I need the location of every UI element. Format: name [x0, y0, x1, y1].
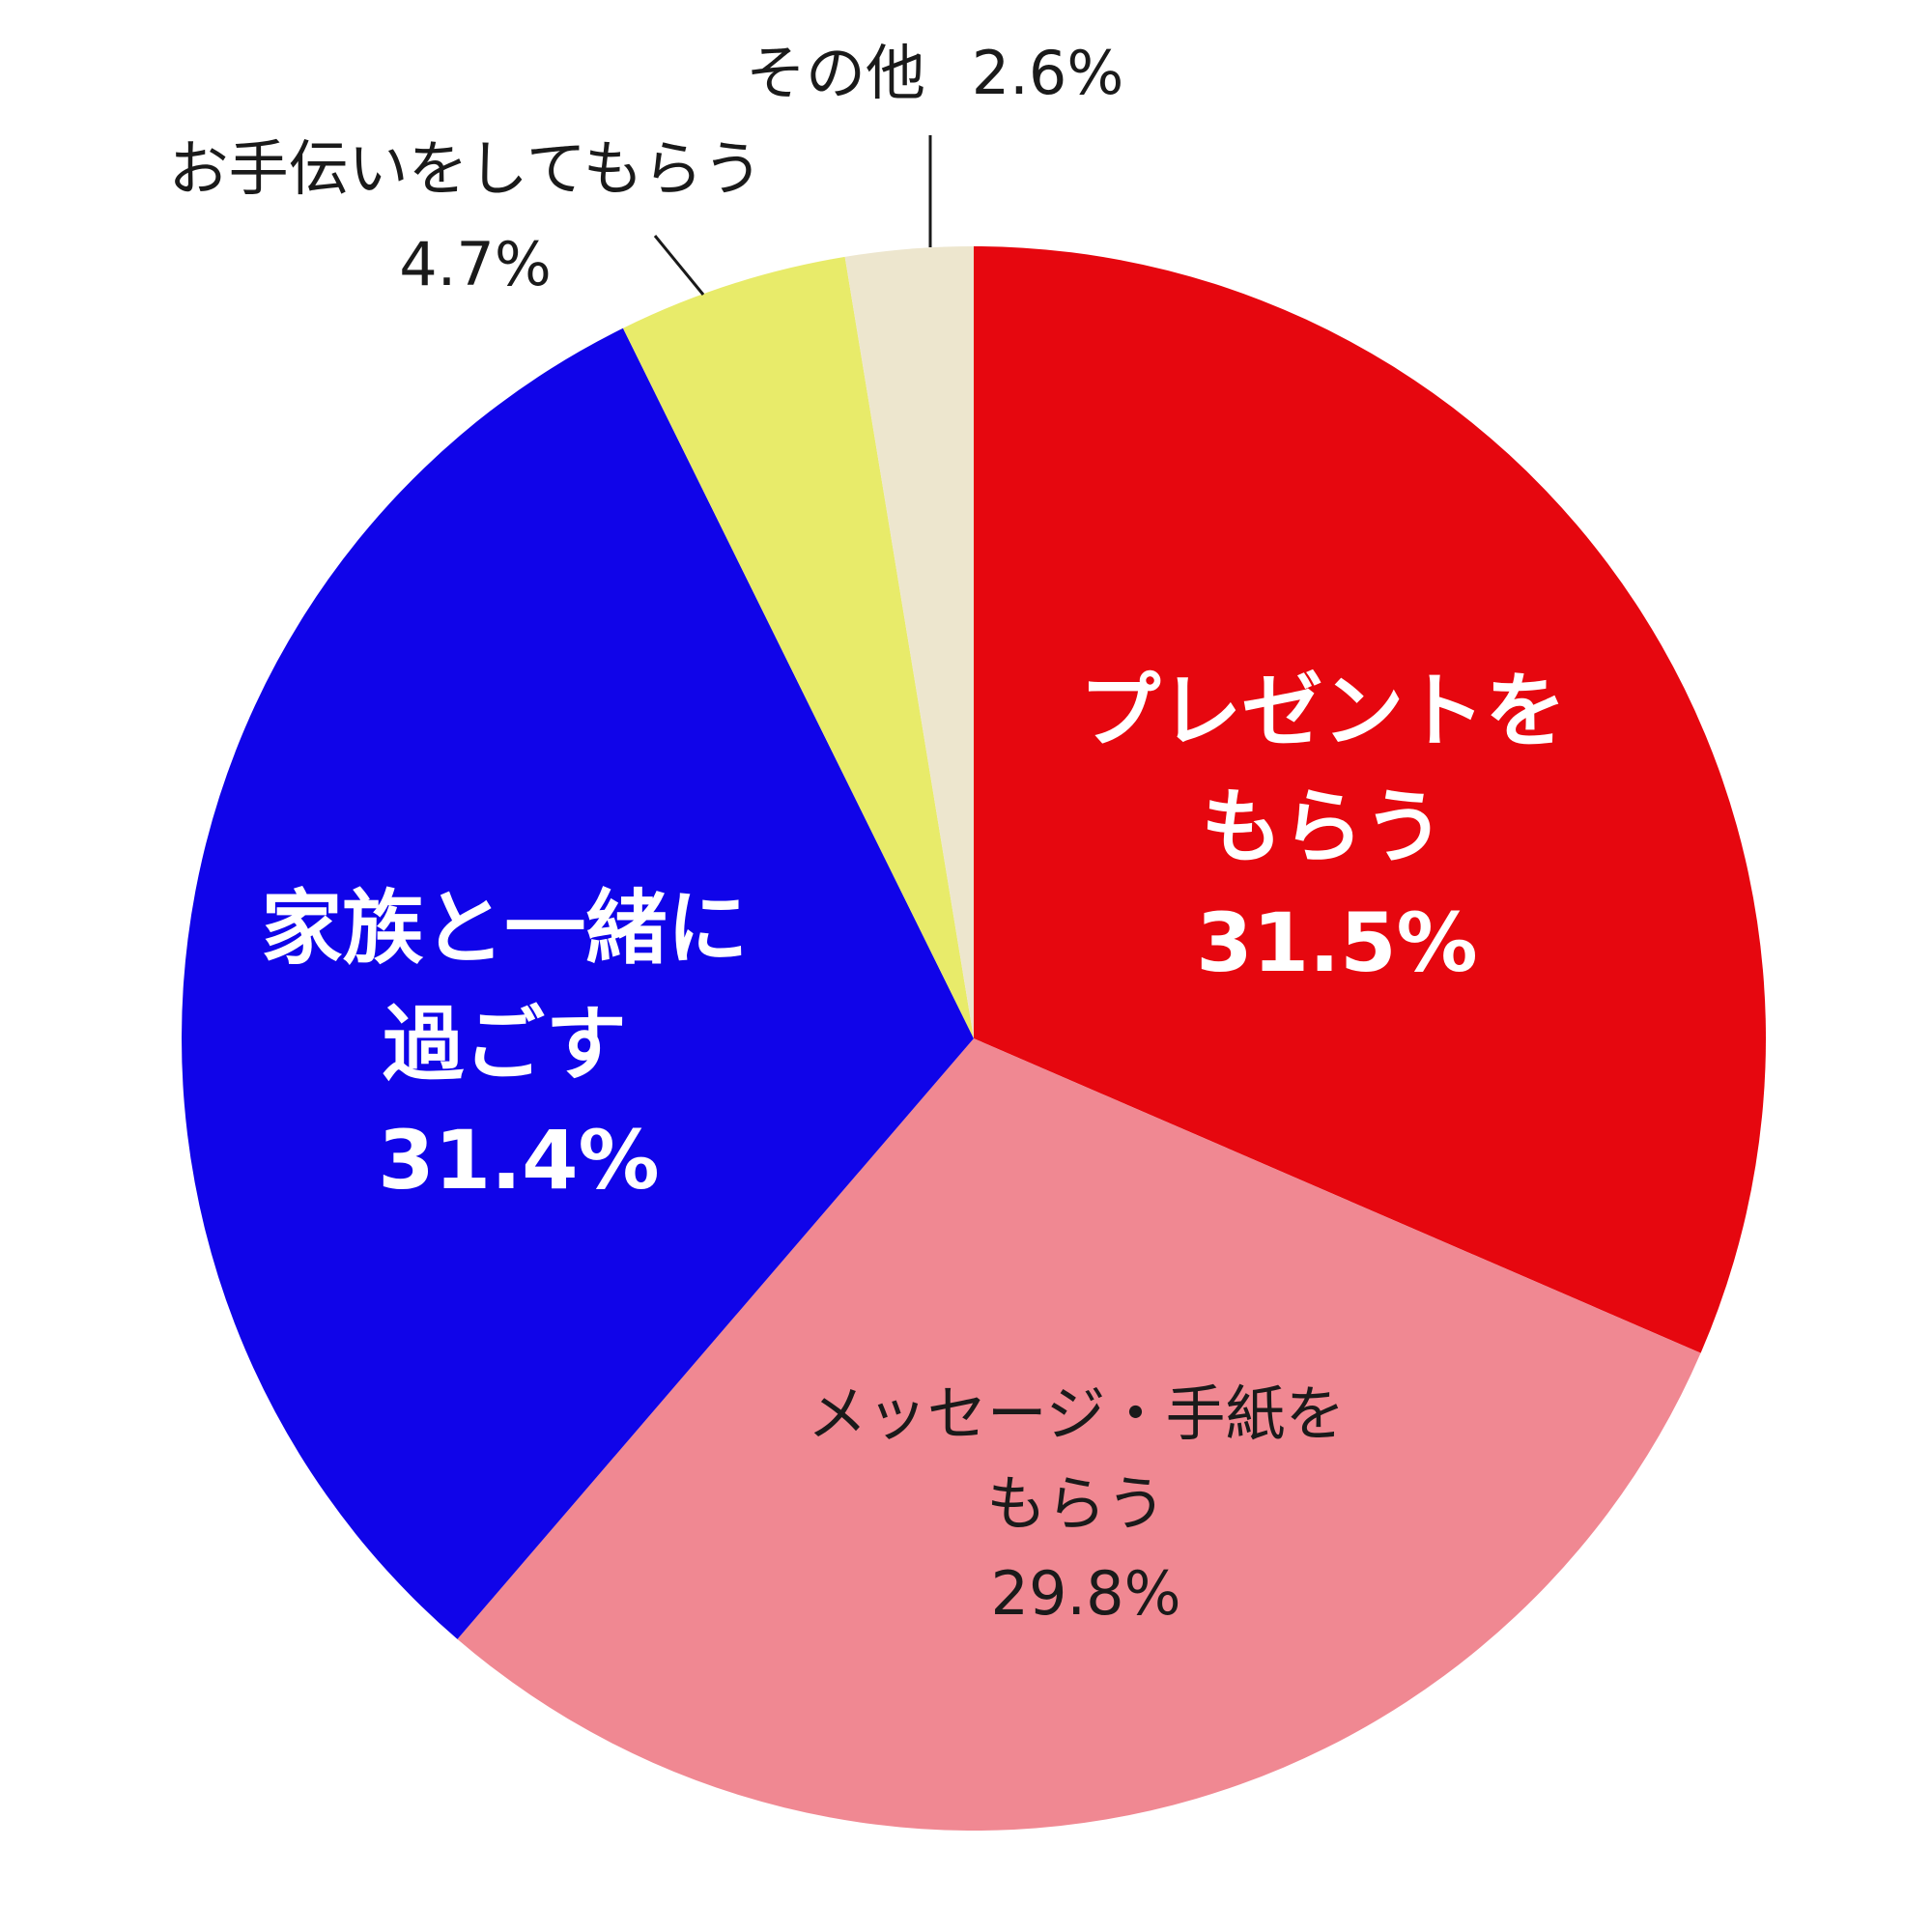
slice-label-help-value: 4.7% — [399, 229, 552, 299]
slice-label-present-line-1: プレゼントを — [1079, 664, 1566, 758]
slice-label-present-line-2: もらう — [1201, 780, 1444, 874]
slice-labels: プレゼントを もらう 31.5% メッセージ・手紙を もらう 29.8% 家族と… — [169, 38, 1594, 1629]
slice-label-other: その他 2.6% — [746, 38, 1123, 108]
slice-label-message: メッセージ・手紙を もらう 29.8% — [808, 1378, 1364, 1629]
slice-label-message-line-1: メッセージ・手紙を — [808, 1378, 1346, 1449]
slice-label-family-line-2: 過ごす — [383, 997, 627, 1092]
slice-label-message-line-2: もらう — [986, 1468, 1166, 1539]
leader-line-help — [653, 235, 705, 296]
pie-slices — [181, 246, 1766, 1832]
slice-label-help-line-1: お手伝いをしてもらう — [169, 133, 763, 204]
slice-label-message-value: 29.8% — [991, 1558, 1181, 1629]
leader-lines — [653, 135, 932, 296]
slice-label-present: プレゼントを もらう 31.5% — [1079, 664, 1594, 990]
slice-label-present-value: 31.5% — [1196, 895, 1477, 990]
slice-label-other-line-1: その他 — [746, 38, 925, 108]
slice-label-other-value: 2.6% — [972, 38, 1124, 108]
slice-label-family-value: 31.4% — [378, 1113, 659, 1208]
slice-label-family: 家族と一緒に 過ごす 31.4% — [261, 881, 776, 1208]
pie-slice-message — [457, 1038, 1701, 1832]
slice-label-help: お手伝いをしてもらう 4.7% — [169, 133, 782, 299]
pie-slice-present — [974, 246, 1766, 1353]
pie-slice-other — [844, 246, 974, 1038]
pie-slice-help — [622, 256, 974, 1039]
pie-slice-family — [181, 327, 975, 1639]
slice-label-family-line-1: 家族と一緒に — [261, 881, 748, 976]
